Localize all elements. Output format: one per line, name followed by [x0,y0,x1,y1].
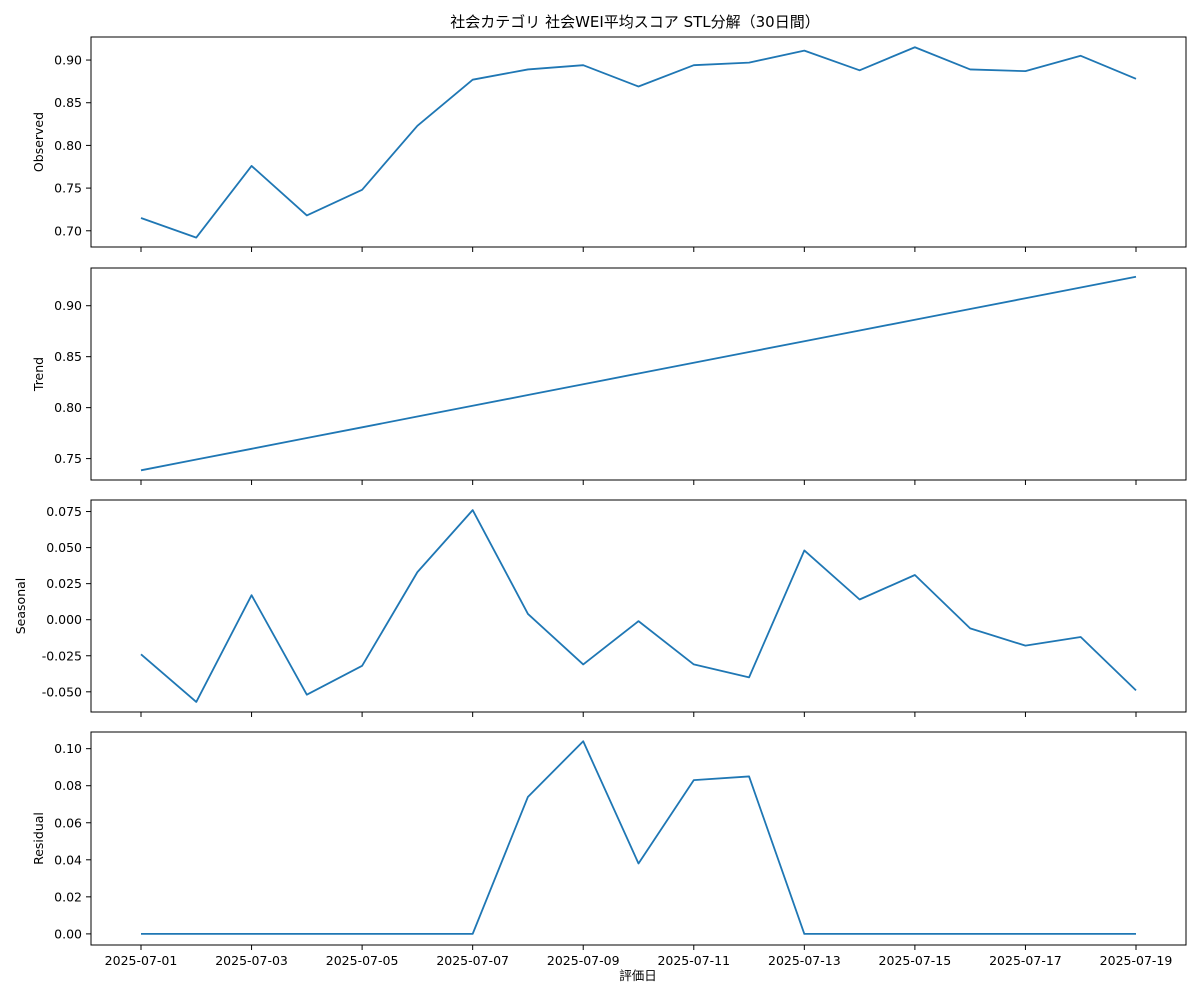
y-tick-label: 0.90 [54,53,82,68]
panel-observed: 0.70 0.75 0.80 0.85 0.90 Observed [31,36,1187,252]
y-tick-label: 0.04 [54,852,82,867]
y-axis-label-trend: Trend [31,357,46,392]
y-tick-label: 0.75 [54,181,82,196]
x-tick-label: 2025-07-05 [326,953,399,968]
y-tick-label: -0.050 [42,684,82,699]
panel-frame [90,499,1187,713]
y-tick-label: 0.80 [54,138,82,153]
panel-residual: 0.00 0.02 0.04 0.06 0.08 0.10 Residual 2025-07-… [31,731,1187,968]
y-tick-label: 0.85 [54,349,82,364]
x-tick-label: 2025-07-09 [547,953,620,968]
x-tick-label: 2025-07-19 [1100,953,1173,968]
x-tick-label: 2025-07-15 [879,953,952,968]
x-tick-label: 2025-07-13 [768,953,841,968]
y-tick-label: -0.025 [42,648,82,663]
y-tick-label: 0.06 [54,815,82,830]
y-tick-label: 0.025 [46,576,82,591]
series-line-trend [140,275,1137,472]
y-axis-label-residual: Residual [31,812,46,865]
panel-frame [90,731,1187,946]
y-tick-label: 0.02 [54,889,82,904]
y-axis-label-seasonal: Seasonal [13,578,28,635]
y-tick-label: 0.000 [46,612,82,627]
x-tick-label: 2025-07-11 [657,953,730,968]
y-tick-label: 0.075 [46,504,82,519]
x-tick-label: 2025-07-17 [989,953,1062,968]
x-tick-label: 2025-07-07 [436,953,509,968]
x-tick-label: 2025-07-03 [215,953,288,968]
y-tick-label: 0.00 [54,926,82,941]
y-tick-label: 0.10 [54,741,82,756]
y-tick-label: 0.80 [54,400,82,415]
y-tick-label: 0.70 [54,223,82,238]
y-tick-label: 0.75 [54,451,82,466]
series-line-observed [140,46,1137,239]
panel-trend: 0.75 0.80 0.85 0.90 Trend [31,267,1187,485]
panel-frame [90,36,1187,248]
panel-seasonal: -0.050 -0.025 0.000 0.025 0.050 0.075 Seasonal [13,499,1187,717]
series-line-residual [141,740,1136,935]
y-tick-label: 0.85 [54,95,82,110]
panels: 0.70 0.75 0.80 0.85 0.90 Observed 0.75 0.80 0.85… [13,36,1187,968]
chart-title: 社会カテゴリ 社会WEI平均スコア STL分解（30日間） [450,13,819,31]
x-tick-label: 2025-07-01 [105,953,178,968]
y-tick-label: 0.050 [46,540,82,555]
y-tick-label: 0.08 [54,778,82,793]
y-axis-label-observed: Observed [31,112,46,172]
x-axis-label: 評価日 [619,968,657,983]
y-tick-label: 0.90 [54,298,82,313]
panel-frame [90,267,1187,481]
series-line-seasonal [140,509,1137,703]
